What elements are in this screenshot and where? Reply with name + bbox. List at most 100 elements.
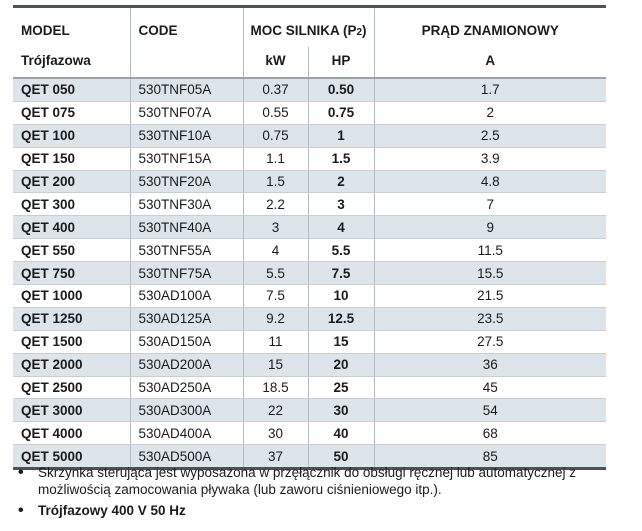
cell-a: 23.5 (374, 307, 606, 331)
cell-kw: 1.1 (243, 147, 309, 171)
header-motor-power: MOC SILNIKA (P2) (243, 6, 375, 47)
header-motor-power-text: MOC SILNIKA (P (250, 23, 357, 38)
cell-kw: 3 (243, 215, 309, 240)
cell-a: 68 (374, 421, 606, 446)
cell-model: QET 1000 (13, 284, 131, 308)
table-row: QET 075 530TNF07A 0.55 0.75 2 (13, 101, 606, 125)
table-row: QET 750 530TNF75A 5.5 7.5 15.5 (13, 261, 606, 286)
cell-a: 4.8 (374, 170, 606, 194)
cell-hp: 5.5 (308, 238, 375, 263)
cell-code: 530AD250A (130, 376, 244, 400)
cell-model: QET 2000 (13, 353, 131, 377)
header-model: MODEL (13, 6, 131, 47)
cell-model: QET 050 (13, 78, 131, 102)
cell-hp: 7.5 (308, 261, 375, 286)
cell-kw: 2.2 (243, 192, 309, 217)
cell-kw: 5.5 (243, 261, 309, 286)
cell-kw: 1.5 (243, 170, 309, 194)
cell-code: 530TNF10A (130, 124, 244, 148)
cell-a: 15.5 (374, 261, 606, 286)
cell-model: QET 075 (13, 101, 131, 125)
table-row: QET 2500 530AD250A 18.5 25 45 (13, 376, 606, 400)
table-row: QET 200 530TNF20A 1.5 2 4.8 (13, 170, 606, 194)
table-header: MODEL CODE MOC SILNIKA (P2) PRĄD ZNAMION… (13, 6, 606, 79)
header-row-units: Trójfazowa kW HP A (13, 47, 606, 79)
header-unit-kw: kW (243, 47, 309, 79)
pump-spec-table: MODEL CODE MOC SILNIKA (P2) PRĄD ZNAMION… (13, 5, 606, 471)
header-code: CODE (130, 6, 244, 47)
cell-a: 27.5 (374, 330, 606, 354)
cell-a: 3.9 (374, 147, 606, 171)
note-power-supply: Trójfazowy 400 V 50 Hz (13, 501, 635, 522)
cell-code: 530TNF20A (130, 170, 244, 194)
cell-code: 530AD150A (130, 330, 244, 354)
cell-code: 530TNF30A (130, 192, 244, 217)
cell-a: 2.5 (374, 124, 606, 148)
table-row: QET 550 530TNF55A 4 5.5 11.5 (13, 238, 606, 263)
cell-model: QET 750 (13, 261, 131, 286)
header-row-top: MODEL CODE MOC SILNIKA (P2) PRĄD ZNAMION… (13, 6, 606, 47)
spec-table-container: MODEL CODE MOC SILNIKA (P2) PRĄD ZNAMION… (13, 5, 606, 471)
cell-code: 530TNF07A (130, 101, 244, 125)
cell-kw: 9.2 (243, 307, 309, 331)
cell-code: 530TNF40A (130, 215, 244, 240)
cell-a: 9 (374, 215, 606, 240)
header-unit-hp: HP (308, 47, 375, 79)
cell-code: 530TNF15A (130, 147, 244, 171)
cell-model: QET 5000 (13, 444, 131, 469)
header-motor-power-subscript: 2 (356, 27, 363, 38)
cell-kw: 11 (243, 330, 309, 354)
table-row: QET 400 530TNF40A 3 4 9 (13, 215, 606, 240)
cell-kw: 22 (243, 398, 309, 423)
cell-code: 530AD500A (130, 444, 244, 469)
cell-kw: 7.5 (243, 284, 309, 308)
cell-hp: 15 (308, 330, 375, 354)
footer-notes: Skrzynka sterująca jest wyposażona w prz… (13, 461, 635, 522)
cell-a: 21.5 (374, 284, 606, 308)
table-row: QET 150 530TNF15A 1.1 1.5 3.9 (13, 147, 606, 171)
cell-a: 45 (374, 376, 606, 400)
cell-a: 54 (374, 398, 606, 423)
cell-code: 530TNF05A (130, 78, 244, 102)
cell-kw: 15 (243, 353, 309, 377)
cell-hp: 20 (308, 353, 375, 377)
table-row: QET 1250 530AD125A 9.2 12.5 23.5 (13, 307, 606, 331)
table-row: QET 100 530TNF10A 0.75 1 2.5 (13, 124, 606, 148)
table-body: QET 050 530TNF05A 0.37 0.50 1.7 QET 075 530TNF… (13, 78, 606, 469)
table-row: QET 3000 530AD300A 22 30 54 (13, 398, 606, 423)
table-row: QET 2000 530AD200A 15 20 36 (13, 353, 606, 377)
cell-model: QET 3000 (13, 398, 131, 423)
cell-code: 530AD125A (130, 307, 244, 331)
cell-kw: 0.37 (243, 78, 309, 102)
header-unit-a: A (374, 47, 606, 79)
cell-hp: 0.50 (308, 78, 375, 102)
table-row: QET 050 530TNF05A 0.37 0.50 1.7 (13, 78, 606, 102)
cell-model: QET 150 (13, 147, 131, 171)
cell-hp: 0.75 (308, 101, 375, 125)
cell-hp: 1.5 (308, 147, 375, 171)
header-phase-label: Trójfazowa (13, 47, 131, 79)
cell-a: 1.7 (374, 78, 606, 102)
table-row: QET 4000 530AD400A 30 40 68 (13, 421, 606, 446)
cell-a: 7 (374, 192, 606, 217)
cell-kw: 30 (243, 421, 309, 446)
cell-code: 530AD200A (130, 353, 244, 377)
note-control-box: Skrzynka sterująca jest wyposażona w prz… (13, 463, 635, 499)
table-row: QET 5000 530AD500A 37 50 85 (13, 444, 606, 469)
cell-hp: 25 (308, 376, 375, 400)
cell-model: QET 300 (13, 192, 131, 217)
cell-model: QET 100 (13, 124, 131, 148)
cell-model: QET 400 (13, 215, 131, 240)
cell-model: QET 200 (13, 170, 131, 194)
cell-kw: 0.55 (243, 101, 309, 125)
cell-code: 530AD400A (130, 421, 244, 446)
cell-hp: 40 (308, 421, 375, 446)
table-row: QET 1000 530AD100A 7.5 10 21.5 (13, 284, 606, 308)
cell-a: 85 (374, 444, 606, 469)
cell-a: 36 (374, 353, 606, 377)
cell-code: 530AD300A (130, 398, 244, 423)
cell-model: QET 550 (13, 238, 131, 263)
header-motor-power-close: ) (362, 23, 367, 38)
cell-model: QET 2500 (13, 376, 131, 400)
